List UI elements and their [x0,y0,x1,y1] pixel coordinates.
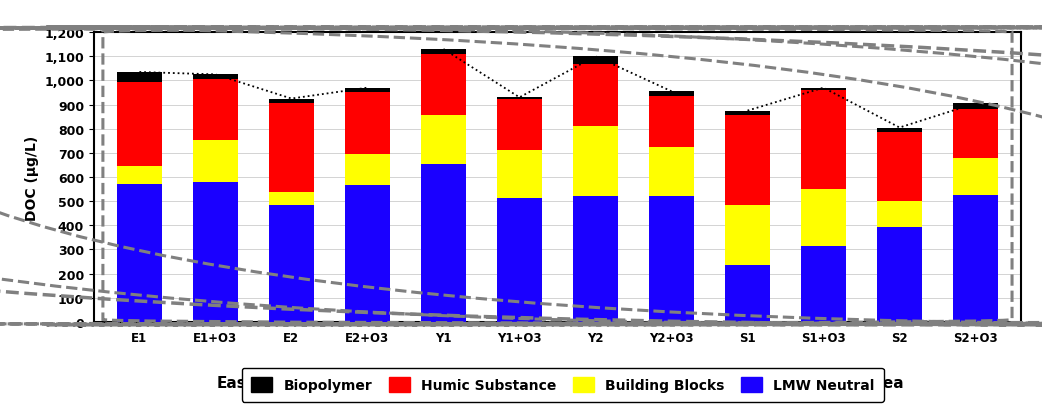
Bar [345,186,391,322]
Bar [193,75,239,80]
Text: East-sea: East-sea [217,375,290,390]
Bar [573,57,618,64]
Bar [952,110,998,158]
Bar [724,112,770,116]
Bar [497,98,542,99]
Bar [117,185,163,322]
Text: South-sea: South-sea [818,375,904,390]
Bar [952,158,998,196]
Bar [117,73,163,83]
Bar [800,88,846,91]
Bar [345,155,391,186]
Bar [952,104,998,110]
Bar [573,127,618,197]
Bar [876,227,922,322]
Bar [269,104,315,192]
Bar [269,205,315,322]
Bar [497,151,542,198]
Bar [497,99,542,151]
Bar [876,128,922,133]
Bar [421,164,466,322]
Bar [497,198,542,322]
Legend: Biopolymer, Humic Substance, Building Blocks, LMW Neutral: Biopolymer, Humic Substance, Building Bl… [242,368,884,402]
Bar [421,55,466,116]
Bar [649,147,694,197]
Bar [724,205,770,266]
Bar [345,88,391,93]
Bar [193,80,239,140]
Bar [800,91,846,190]
Bar [876,202,922,227]
Bar [573,64,618,127]
Bar [649,197,694,322]
Bar [649,92,694,97]
Bar [876,133,922,202]
Bar [724,266,770,322]
Bar [345,93,391,155]
Bar [649,97,694,147]
Bar [952,196,998,322]
Bar [269,192,315,205]
Bar [269,99,315,104]
Text: Yellow-sea: Yellow-sea [512,375,603,390]
Bar [193,183,239,322]
Bar [117,167,163,185]
Bar [800,246,846,322]
Bar [573,197,618,322]
Bar [724,116,770,205]
Y-axis label: DOC (μg/L): DOC (μg/L) [25,135,39,220]
Bar [421,50,466,55]
Bar [117,83,163,167]
Bar [193,140,239,183]
Bar [421,116,466,164]
Bar [800,190,846,246]
